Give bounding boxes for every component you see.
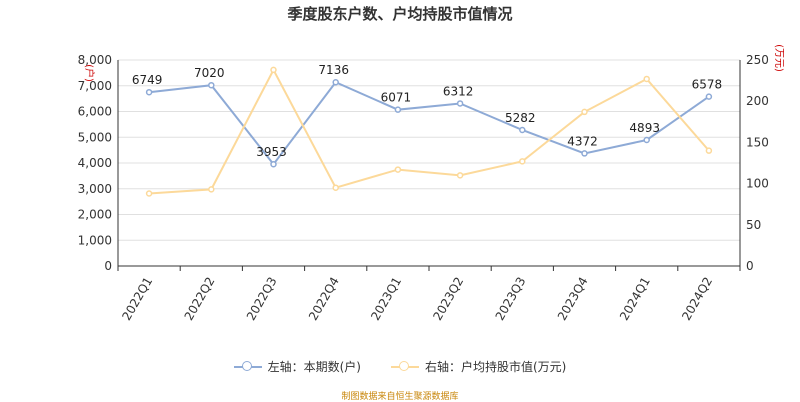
y-left-unit: (户) bbox=[83, 64, 96, 82]
x-tick-label: 2022Q1 bbox=[119, 275, 155, 323]
data-point[interactable] bbox=[145, 190, 153, 197]
y-right-unit: (万元) bbox=[773, 44, 784, 72]
data-point[interactable] bbox=[394, 166, 402, 173]
data-label: 4372 bbox=[567, 134, 598, 148]
y-right-tick-label: 0 bbox=[746, 259, 754, 273]
y-right-tick-label: 50 bbox=[746, 218, 761, 232]
legend-households-label: 左轴：本期数(户) bbox=[267, 360, 361, 374]
data-point[interactable] bbox=[643, 136, 650, 144]
x-tick-label: 2023Q4 bbox=[555, 275, 591, 323]
data-point[interactable] bbox=[270, 66, 277, 74]
x-tick-label: 2022Q3 bbox=[244, 275, 280, 323]
legend-item-households[interactable]: 左轴：本期数(户) bbox=[233, 358, 361, 375]
series-line-1 bbox=[149, 67, 710, 195]
data-point[interactable] bbox=[581, 150, 588, 157]
data-label: 3953 bbox=[256, 145, 287, 159]
chart-title: 季度股东户数、户均持股市值情况 bbox=[287, 5, 513, 23]
series-line-0 bbox=[148, 81, 710, 166]
data-point[interactable] bbox=[705, 93, 713, 100]
legend-avg-value-marker-icon bbox=[391, 360, 419, 374]
data-point[interactable] bbox=[456, 100, 464, 107]
legend: 左轴：本期数(户) 右轴：户均持股市值(万元) bbox=[0, 358, 800, 375]
x-tick-label: 2023Q1 bbox=[368, 275, 404, 323]
source-note: 制图数据来自恒生聚源数据库 bbox=[341, 392, 459, 402]
data-point[interactable] bbox=[208, 186, 215, 193]
data-point[interactable] bbox=[519, 158, 526, 165]
data-point[interactable] bbox=[519, 126, 526, 134]
data-point[interactable] bbox=[332, 184, 339, 191]
y-left-tick-label: 5,000 bbox=[78, 130, 112, 144]
data-point[interactable] bbox=[581, 108, 588, 116]
x-tick-label: 2024Q1 bbox=[617, 275, 653, 323]
data-point[interactable] bbox=[208, 81, 215, 89]
data-label: 6312 bbox=[443, 84, 474, 98]
y-left-tick-label: 8,000 bbox=[78, 53, 112, 67]
y-right-tick-label: 200 bbox=[746, 94, 769, 108]
y-left-tick-label: 4,000 bbox=[78, 156, 112, 170]
series bbox=[145, 66, 713, 197]
x-tick-label: 2022Q2 bbox=[182, 275, 218, 323]
data-point[interactable] bbox=[705, 147, 713, 154]
x-tick-label: 2024Q2 bbox=[679, 275, 715, 323]
y-right-tick-label: 100 bbox=[746, 177, 769, 191]
y-left-tick-label: 1,000 bbox=[78, 233, 112, 247]
y-left-tick-label: 2,000 bbox=[78, 208, 112, 222]
data-point[interactable] bbox=[332, 78, 339, 86]
data-label: 7020 bbox=[194, 66, 225, 80]
x-tick-label: 2023Q3 bbox=[493, 275, 529, 323]
y-left-tick-label: 0 bbox=[104, 259, 112, 273]
x-tick-label: 2023Q2 bbox=[430, 275, 466, 323]
data-point[interactable] bbox=[394, 106, 402, 113]
y-left-tick-label: 6,000 bbox=[78, 105, 112, 119]
data-labels: 6749 7020 3953 7136 6071 6312 5282 4372 4893 6578 bbox=[132, 63, 722, 159]
legend-avg-value-label: 右轴：户均持股市值(万元) bbox=[425, 360, 567, 374]
data-label: 5282 bbox=[505, 111, 536, 125]
y-right-tick-label: 250 bbox=[746, 53, 769, 67]
grid-lines bbox=[118, 59, 740, 267]
x-tick-label: 2022Q4 bbox=[306, 275, 342, 323]
data-point[interactable] bbox=[270, 160, 277, 168]
data-point[interactable] bbox=[643, 75, 650, 83]
data-label: 4893 bbox=[629, 121, 660, 135]
data-point[interactable] bbox=[456, 172, 464, 179]
data-label: 7136 bbox=[318, 63, 349, 77]
data-label: 6749 bbox=[132, 73, 163, 87]
y-right-tick-label: 150 bbox=[746, 135, 769, 149]
data-label: 6071 bbox=[381, 91, 412, 105]
data-point[interactable] bbox=[145, 88, 153, 96]
legend-households-marker-icon bbox=[233, 360, 262, 374]
legend-item-avg-value[interactable]: 右轴：户均持股市值(万元) bbox=[391, 358, 566, 375]
data-label: 6578 bbox=[692, 78, 723, 92]
y-left-tick-label: 7,000 bbox=[78, 79, 112, 93]
y-left-tick-label: 3,000 bbox=[78, 182, 112, 196]
